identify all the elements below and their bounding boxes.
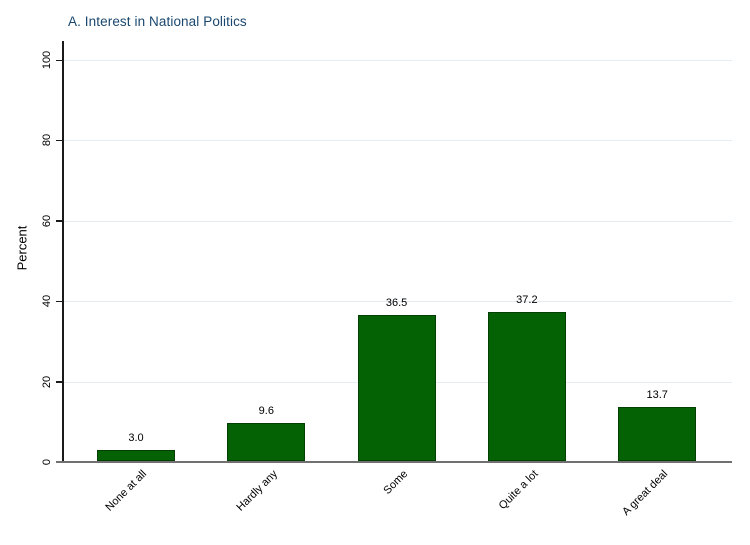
chart-title: A. Interest in National Politics	[68, 14, 247, 29]
bar-hardly-any	[227, 423, 306, 461]
y-axis-tick-40	[56, 300, 63, 303]
bar-a-great-deal	[618, 406, 697, 461]
bar-value-label: 37.2	[516, 294, 538, 307]
y-axis-title: Percent	[14, 225, 30, 271]
y-tick-label-0: 0	[41, 458, 53, 466]
y-axis-tick-100	[56, 59, 63, 61]
gridline-y-100	[64, 60, 732, 61]
x-tick-label: A great deal	[620, 468, 671, 519]
bar-value-label: 9.6	[258, 405, 274, 418]
x-tick-label: Some	[381, 468, 411, 497]
y-tick-label-60: 60	[41, 214, 53, 227]
gridline-y-40	[64, 301, 732, 303]
bar-none-at-all	[97, 449, 175, 461]
x-tick-label: None at all	[103, 468, 150, 514]
y-axis-tick-80	[56, 139, 63, 142]
y-axis-tick-20	[56, 381, 63, 383]
y-tick-label-100: 100	[41, 50, 53, 70]
x-tick-label: Quite a lot	[496, 468, 541, 512]
bar-quite-a-lot	[487, 312, 566, 461]
gridline-y-60	[64, 220, 732, 222]
y-tick-label-20: 20	[41, 375, 53, 388]
y-tick-label-40: 40	[41, 295, 53, 308]
x-tick-label: Hardly any	[234, 468, 280, 514]
bar-some	[357, 315, 436, 461]
bar-value-label: 13.7	[646, 388, 668, 401]
y-tick-label-80: 80	[41, 134, 53, 147]
bar-value-label: 36.5	[385, 297, 408, 310]
y-axis-line	[62, 41, 64, 462]
x-axis-line	[56, 461, 732, 463]
bar-value-label: 3.0	[128, 431, 144, 444]
y-axis-tick-60	[56, 220, 63, 222]
gridline-y-80	[64, 140, 732, 142]
